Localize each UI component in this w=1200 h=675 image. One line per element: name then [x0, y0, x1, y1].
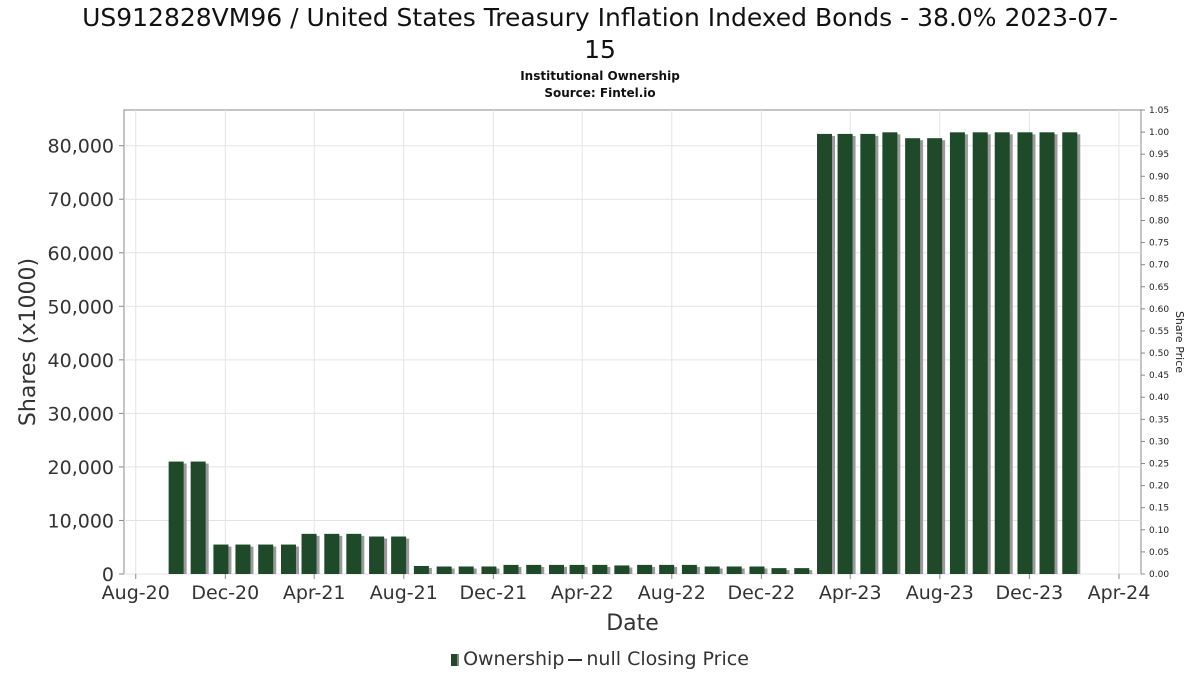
- y2-tick-label: 0.85: [1149, 194, 1169, 204]
- ownership-bar: [681, 564, 697, 574]
- x-tick-label: Dec-23: [995, 582, 1063, 604]
- ownership-bar: [726, 566, 742, 574]
- chart-title-line2: 15: [584, 35, 616, 64]
- y2-tick-label: 0.50: [1149, 349, 1169, 359]
- ownership-bar: [213, 544, 229, 574]
- y2-tick-label: 0.55: [1149, 327, 1169, 337]
- ownership-bar: [369, 536, 385, 574]
- y2-tick-label: 0.40: [1149, 393, 1169, 403]
- ownership-bar: [1039, 132, 1055, 574]
- y2-tick-label: 0.90: [1149, 172, 1169, 182]
- y2-tick-label: 0.30: [1149, 437, 1169, 447]
- ownership-bar: [481, 566, 497, 574]
- ownership-bar: [794, 568, 810, 574]
- ownership-bar: [749, 566, 765, 574]
- ownership-bar: [235, 544, 251, 574]
- x-tick-label: Apr-22: [551, 582, 614, 604]
- ownership-bar: [905, 138, 921, 574]
- x-tick-label: Apr-23: [819, 582, 882, 604]
- y-tick-label: 0: [102, 564, 114, 586]
- x-axis-title: Date: [606, 611, 659, 636]
- ownership-bar: [258, 544, 274, 574]
- ownership-bar: [1062, 132, 1078, 574]
- closing-price-legend-line: [568, 658, 583, 661]
- ownership-bar: [346, 533, 362, 574]
- ownership-bar: [860, 133, 876, 575]
- y2-tick-label: 1.05: [1149, 106, 1169, 116]
- y2-tick-label: 0.25: [1149, 460, 1169, 470]
- ownership-bar: [972, 132, 988, 574]
- ownership-bar: [280, 544, 296, 574]
- y-tick-label: 30,000: [48, 403, 114, 425]
- ownership-bar: [324, 533, 340, 574]
- y2-tick-label: 0.00: [1149, 570, 1169, 580]
- y2-tick-label: 0.10: [1149, 526, 1169, 536]
- ownership-bar: [549, 564, 565, 574]
- chart-subtitle: Institutional Ownership: [520, 69, 680, 83]
- chart-title: US912828VM96 / United States Treasury In…: [0, 2, 1200, 66]
- ownership-bar: [927, 138, 943, 574]
- ownership-bar: [592, 564, 608, 574]
- y2-tick-label: 0.45: [1149, 371, 1169, 381]
- y2-tick-label: 0.70: [1149, 261, 1169, 271]
- ownership-bar: [882, 132, 898, 574]
- ownership-bar: [817, 133, 833, 575]
- y2-tick-label: 0.65: [1149, 283, 1169, 293]
- y-tick-label: 70,000: [48, 189, 114, 211]
- y-tick-label: 10,000: [48, 510, 114, 532]
- ownership-bar: [413, 565, 429, 574]
- y-tick-label: 50,000: [48, 296, 114, 318]
- y-tick-label: 20,000: [48, 457, 114, 479]
- ownership-bar: [458, 566, 474, 574]
- y2-tick-label: 0.75: [1149, 239, 1169, 249]
- y-tick-label: 60,000: [48, 243, 114, 265]
- x-tick-label: Aug-21: [370, 582, 438, 604]
- ownership-legend-swatch: [451, 653, 460, 666]
- ownership-bar: [659, 564, 675, 574]
- y2-tick-label: 0.20: [1149, 482, 1169, 492]
- ownership-bar: [771, 568, 787, 574]
- ownership-bar: [704, 566, 720, 574]
- y2-tick-label: 0.60: [1149, 305, 1169, 315]
- y2-tick-label: 0.95: [1149, 150, 1169, 160]
- x-tick-label: Aug-23: [906, 582, 974, 604]
- ownership-bar: [569, 564, 585, 574]
- x-tick-label: Aug-22: [638, 582, 706, 604]
- y-tick-label: 40,000: [48, 350, 114, 372]
- x-tick-label: Apr-21: [283, 582, 346, 604]
- ownership-bar: [994, 132, 1010, 574]
- legend-ownership-label: Ownership: [463, 648, 565, 670]
- ownership-bar: [391, 536, 407, 574]
- legend-closing-price-label: null Closing Price: [586, 648, 749, 670]
- plot-area: [123, 109, 1142, 575]
- y2-tick-label: 0.05: [1149, 548, 1169, 558]
- ownership-bar: [637, 564, 653, 574]
- ownership-bar: [614, 565, 630, 574]
- x-tick-label: Aug-20: [102, 582, 170, 604]
- x-tick-label: Dec-20: [191, 582, 259, 604]
- x-tick-label: Dec-21: [459, 582, 527, 604]
- chart-source: Source: Fintel.io: [544, 86, 656, 100]
- y2-tick-label: 0.15: [1149, 504, 1169, 514]
- legend: Ownership null Closing Price: [0, 648, 1200, 670]
- ownership-bar: [436, 566, 452, 574]
- x-tick-label: Dec-22: [727, 582, 795, 604]
- y2-tick-label: 0.35: [1149, 415, 1169, 425]
- y2-axis-title: Share Price: [1173, 311, 1186, 373]
- ownership-bar: [190, 461, 206, 574]
- chart-title-line1: US912828VM96 / United States Treasury In…: [82, 3, 1118, 32]
- ownership-bar: [949, 132, 965, 574]
- ownership-bar: [301, 533, 317, 574]
- ownership-bar: [503, 564, 519, 574]
- y2-tick-label: 0.80: [1149, 216, 1169, 226]
- ownership-bar: [526, 564, 542, 574]
- y2-tick-label: 1.00: [1149, 128, 1169, 138]
- x-tick-label: Apr-24: [1088, 582, 1151, 604]
- ownership-bar: [1017, 132, 1033, 574]
- ownership-bar: [168, 461, 184, 574]
- y-axis-title: Shares (x1000): [16, 258, 41, 426]
- ownership-bar: [837, 133, 853, 575]
- y-tick-label: 80,000: [48, 136, 114, 158]
